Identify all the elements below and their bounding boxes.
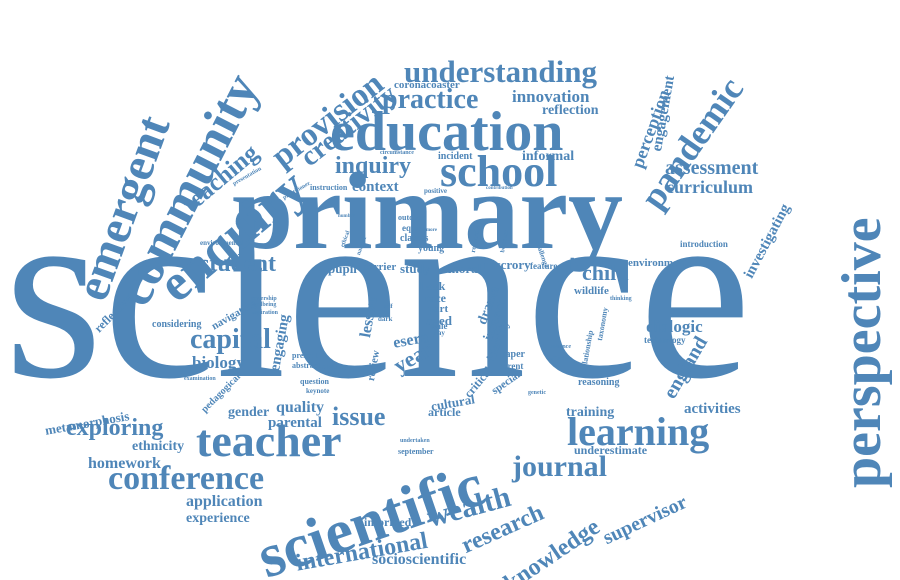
word-supervisor: supervisor [599, 491, 691, 550]
word-practice: practice [382, 84, 479, 115]
word-environment: environment [628, 257, 688, 269]
word-present: present [292, 351, 318, 360]
word-part: part [428, 303, 449, 315]
word-barrier: barrier [362, 261, 397, 273]
word-parental: parental [268, 415, 322, 431]
word-incident: incident [438, 151, 473, 162]
word-considering: considering [152, 319, 202, 330]
word-coronacoaster: coronacoaster [394, 79, 460, 91]
word-wellbeing: wellbeing [252, 302, 277, 308]
word-homework: homework [88, 455, 161, 472]
word-training: training [566, 405, 615, 420]
word-learning: learning [567, 409, 710, 454]
word-reasoning: reasoning [578, 377, 620, 388]
word-thinking: thinking [610, 296, 632, 302]
word-article: article [428, 405, 461, 419]
word-self: self [384, 304, 393, 310]
word-innovation: innovation [512, 87, 590, 106]
word-journal: journal [512, 450, 608, 483]
word-reflection: reflection [542, 103, 599, 118]
word-perspective: perspective [831, 217, 893, 488]
word-wildlife: wildlife [574, 285, 609, 297]
word-quality: quality [276, 399, 325, 416]
word-gender: gender [228, 405, 270, 420]
word-conference: conference [108, 460, 265, 497]
word-world: world [326, 372, 339, 377]
word-enhance: enhance [550, 344, 571, 350]
word-education: education [330, 101, 564, 163]
word-ongoing: ongoing [322, 363, 346, 371]
word-aged: aged [426, 313, 452, 328]
word-primary: primary [232, 150, 624, 272]
word-affective: affective [550, 356, 572, 362]
word-leadership: leadership [250, 296, 277, 302]
word-dark: dark [378, 315, 393, 323]
word-capital: capital [190, 324, 271, 355]
word-outdoor: outdoor [398, 213, 426, 222]
word-circumstance: circumstance [380, 150, 414, 156]
word-activities: activities [684, 401, 741, 417]
word-parent: parent [498, 361, 524, 371]
word-genetic: genetic [528, 390, 546, 396]
word-environmental: environmental [200, 239, 244, 247]
word-application: application [186, 493, 263, 510]
word-september: september [398, 447, 434, 456]
word-question: question [300, 377, 329, 386]
word-context: context [352, 179, 399, 195]
word-student: student [200, 251, 277, 277]
word-play: play [432, 329, 445, 337]
word-mccrory: mccrory [484, 257, 531, 272]
word-dialogic: dialogic [646, 317, 703, 336]
word-young: young [418, 243, 445, 254]
word-race: race [424, 291, 446, 305]
word-classes: classes [400, 233, 429, 244]
word-abstract: abstract [292, 361, 320, 370]
word-exploring: exploring [66, 415, 164, 441]
word-informal: informal [522, 149, 575, 164]
word-inquiry: inquiry [335, 153, 412, 179]
word-underestimate: underestimate [574, 443, 648, 457]
word-teacher: teacher [196, 415, 342, 466]
word-wale: wale [430, 321, 448, 331]
word-issue: issue [332, 402, 386, 431]
word-instruction: instruction [310, 183, 348, 192]
word-undertaken: undertaken [400, 438, 430, 444]
word-assessment: assessment [665, 157, 759, 179]
word-more: more [426, 228, 438, 233]
word-equity: equity [402, 223, 427, 233]
word-pupil: pupil [328, 261, 357, 276]
word-number: number [338, 214, 355, 219]
word-technology: technology [644, 335, 686, 345]
word-moral: moral [448, 261, 482, 276]
word-aspiration: aspiration [252, 310, 279, 316]
word-paper: paper [500, 349, 525, 360]
word-school: school [440, 147, 558, 196]
word-informed: informed [364, 515, 412, 529]
word-science: science [4, 150, 752, 431]
word-contribution: contribution [486, 186, 513, 191]
word-child: child [582, 260, 629, 285]
word-introduction: introduction [680, 239, 728, 249]
word-experience: experience [186, 511, 250, 526]
word-positive: positive [424, 187, 447, 195]
word-biology: biology [192, 353, 245, 372]
word-keynote: keynote [306, 387, 330, 395]
word-ethnicity: ethnicity [132, 439, 185, 454]
word-examination: examination [184, 376, 216, 382]
word-feature: feature [530, 261, 558, 271]
word-socioscientific: socioscientific [372, 551, 467, 568]
word-energy: energy [352, 368, 370, 374]
word-book: book [420, 279, 446, 293]
word-study: study [400, 261, 431, 276]
word-curriculum: curriculum [666, 177, 753, 197]
word-understanding: understanding [404, 54, 597, 89]
